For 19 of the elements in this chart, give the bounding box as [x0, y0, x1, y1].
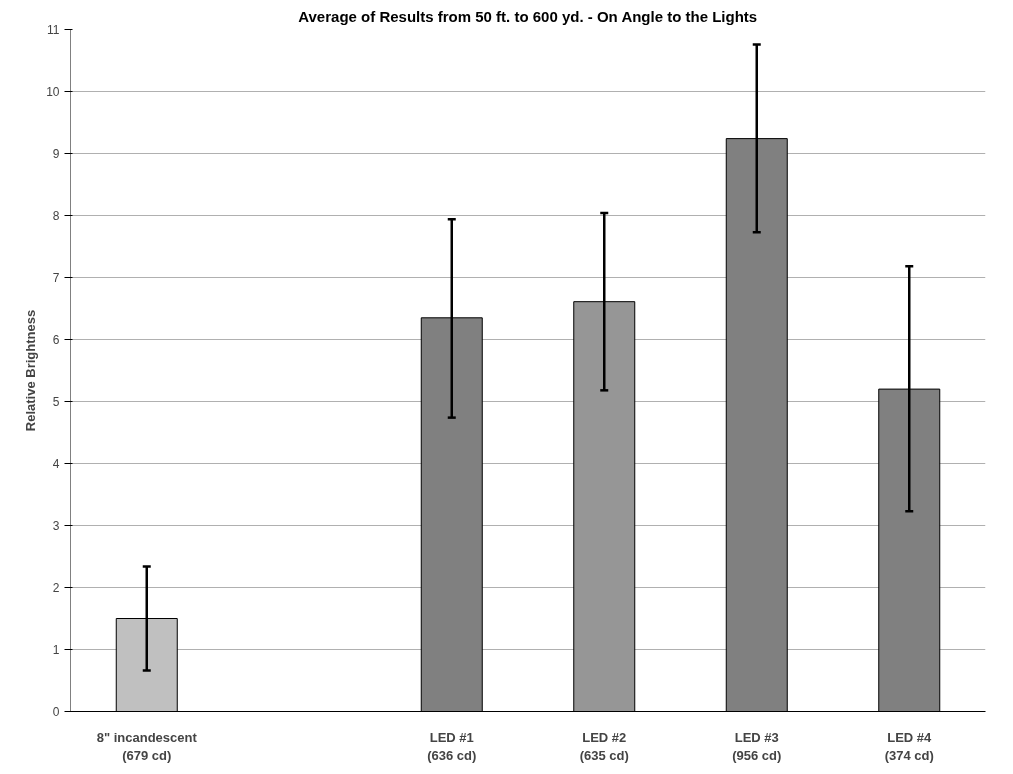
- chart-title: Average of Results from 50 ft. to 600 yd. - On Angle to the Lights: [298, 7, 758, 25]
- y-tick-label: 9: [52, 147, 60, 161]
- x-tick-label: LED #1 (636 cd): [427, 729, 477, 763]
- y-tick-label: 2: [52, 581, 60, 595]
- x-tick-label: LED #4 (374 cd): [884, 729, 934, 763]
- y-tick-label: 7: [52, 271, 60, 285]
- y-axis-title: Relative Brightness: [23, 309, 39, 432]
- y-tick-label: 10: [46, 85, 60, 99]
- y-tick-label: 1: [52, 643, 60, 657]
- y-tick-label: 4: [52, 457, 60, 471]
- y-tick-label: 5: [52, 395, 60, 409]
- y-tick-label: 8: [52, 209, 60, 223]
- y-tick-label: 11: [47, 23, 60, 37]
- x-tick-label: 8" incandescent (679 cd): [96, 729, 198, 763]
- y-tick-label: 3: [52, 519, 60, 533]
- x-tick-label: LED #3 (956 cd): [732, 729, 782, 763]
- x-tick-label: LED #2 (635 cd): [579, 729, 629, 763]
- y-tick-label: 6: [52, 333, 60, 347]
- y-tick-label: 0: [52, 705, 60, 719]
